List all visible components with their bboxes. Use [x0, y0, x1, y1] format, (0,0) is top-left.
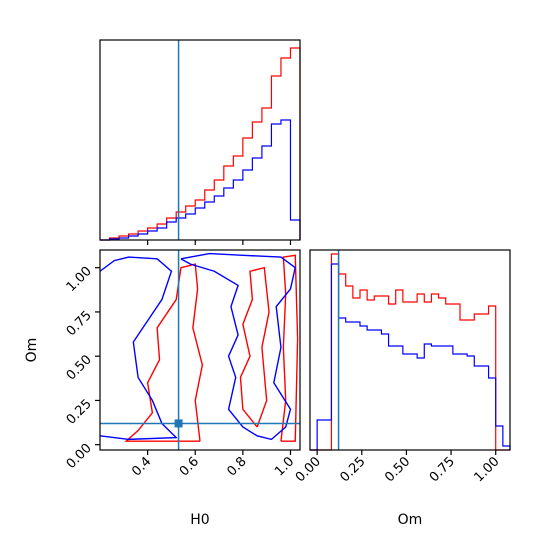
- xlabel-H0: H0: [190, 512, 209, 528]
- contour-series-0-1: [239, 266, 270, 428]
- scatter-ytick-label-1: 0.25: [64, 397, 95, 428]
- hist-Om-series-1: [310, 263, 511, 451]
- hist-H0-ticks: [147, 240, 292, 245]
- hist-H0-series-1: [100, 119, 301, 241]
- scatter-ytick-label-3: 0.75: [64, 308, 95, 339]
- hist-Om-xtick-label-1: 0.25: [338, 454, 369, 485]
- panel-hist-H0: [99, 39, 301, 245]
- scatter-y-ticks: 0.00 0.25 0.50 0.75 1.00: [64, 264, 100, 472]
- scatter-plot-area: [100, 250, 300, 450]
- hist-Om-plot-area: [310, 250, 511, 451]
- hist-Om-xtick-label-0: 0.00: [293, 454, 324, 485]
- contour-series-1-1: [180, 252, 297, 441]
- scatter-xtick-label-0: 0.4: [129, 454, 154, 479]
- panel-scatter-H0-Om: 0.4 0.6 0.8 1.0 0.000.250.500.751.00 H0 Om: [24, 249, 301, 528]
- scatter-ytick-label-0: 0.00: [64, 441, 95, 472]
- scatter-xtick-label-1: 0.6: [177, 454, 202, 479]
- hist-H0-series-0: [100, 47, 301, 241]
- hist-Om-frame: [309, 249, 511, 451]
- contour-series-0-0: [280, 254, 299, 442]
- hist-Om-ticks: 0.00 0.25 0.50 0.75 1.00: [293, 450, 503, 485]
- hist-Om-xtick-label-4: 1.00: [471, 454, 502, 485]
- hist-Om-xtick-label-3: 0.75: [427, 454, 458, 485]
- contour-series-1-0: [100, 256, 178, 441]
- xlabel-Om: Om: [398, 512, 423, 528]
- truth-marker: [174, 419, 183, 428]
- scatter-ytick-label-2: 0.50: [64, 352, 95, 383]
- hist-H0-frame: [99, 39, 301, 241]
- hist-Om-xtick-label-2: 0.50: [382, 454, 413, 485]
- panel-hist-Om: 0.00 0.25 0.50 0.75 1.00 Om: [293, 249, 511, 528]
- ylabel-Om: Om: [24, 338, 40, 363]
- contour-series-0-2: [124, 263, 204, 442]
- scatter-xtick-label-2: 0.8: [224, 454, 249, 479]
- scatter-ytick-label-4: 1.00: [64, 264, 95, 295]
- hist-H0-plot-area: [100, 40, 301, 241]
- scatter-x-ticks: 0.4 0.6 0.8 1.0: [129, 450, 297, 479]
- scatter-frame: [99, 249, 301, 451]
- scatter-contours: [100, 252, 299, 442]
- hist-Om-series-0: [310, 253, 510, 451]
